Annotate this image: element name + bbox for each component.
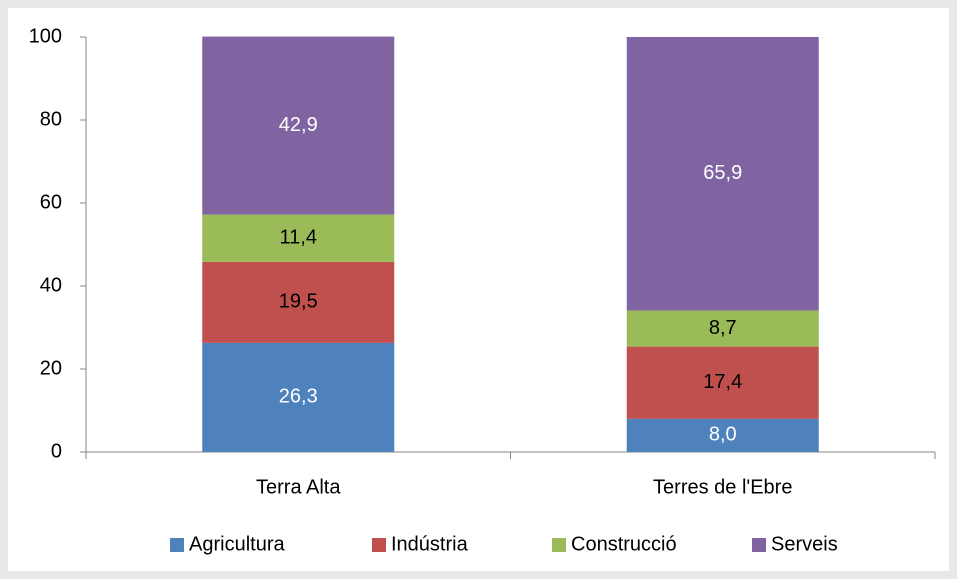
bar-segment — [626, 346, 819, 419]
bar-segment — [202, 36, 395, 215]
data-label: 19,5 — [279, 291, 318, 313]
legend-label: Serveis — [771, 533, 838, 555]
data-label: 8,0 — [709, 424, 737, 446]
data-label: 11,4 — [280, 227, 317, 249]
bar-segment — [626, 418, 819, 452]
bar-segment — [626, 37, 819, 311]
y-tick-label: 40 — [40, 274, 62, 296]
data-label: 26,3 — [279, 386, 318, 408]
y-tick-label: 0 — [51, 440, 62, 462]
bar-segment — [202, 261, 395, 343]
bar-segment — [202, 214, 395, 262]
legend-swatch — [170, 538, 184, 552]
x-tick-label: Terra Alta — [256, 476, 341, 498]
bar-segment — [626, 310, 819, 347]
legend-swatch — [552, 538, 566, 552]
data-label: 17,4 — [703, 371, 742, 393]
bar-segment — [202, 342, 395, 452]
data-label: 65,9 — [703, 162, 742, 184]
legend-swatch — [752, 538, 766, 552]
y-tick-label: 100 — [29, 25, 62, 47]
legend-label: Construcció — [571, 533, 677, 555]
data-label: 42,9 — [279, 114, 318, 136]
legend-label: Agricultura — [189, 533, 285, 555]
legend-label: Indústria — [391, 533, 469, 555]
x-tick-label: Terres de l'Ebre — [653, 476, 792, 498]
y-tick-label: 20 — [40, 357, 62, 379]
y-tick-label: 80 — [40, 108, 62, 130]
legend-swatch — [372, 538, 386, 552]
y-tick-label: 60 — [40, 191, 62, 213]
data-label: 8,7 — [709, 317, 737, 339]
